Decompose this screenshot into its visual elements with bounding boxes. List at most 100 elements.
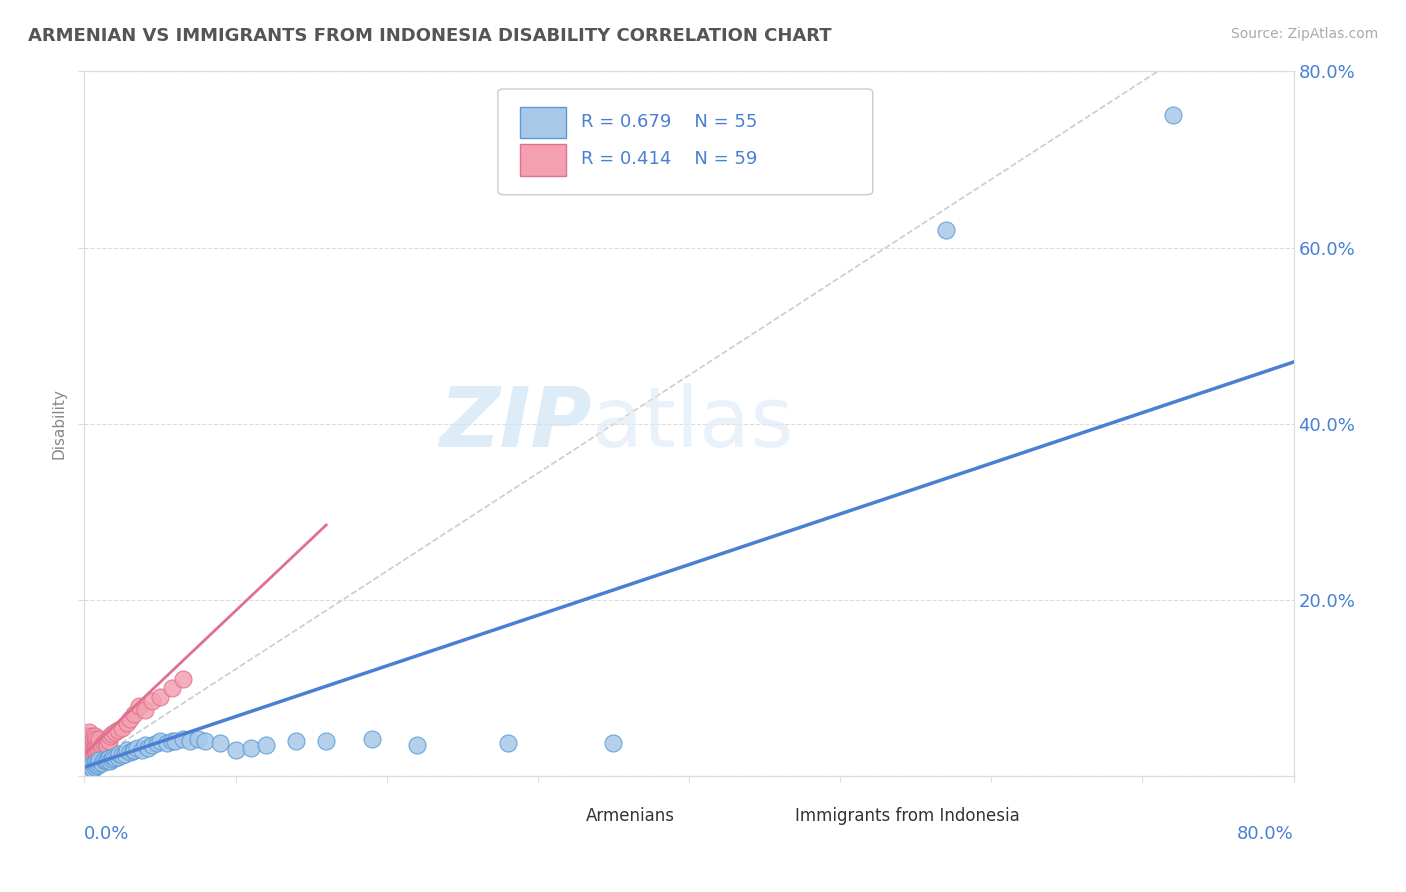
Point (114, 747, 136, 761)
Point (315, 733, 337, 747)
Point (149, 733, 172, 747)
Point (89, 732, 111, 747)
Point (79, 744, 101, 758)
Point (93, 753, 115, 767)
Point (149, 690, 172, 704)
Y-axis label: Disability: Disability (52, 388, 67, 459)
Point (172, 672, 194, 686)
Point (108, 747, 131, 761)
Point (76, 733, 98, 747)
Point (86, 744, 108, 758)
Point (98, 754, 121, 768)
Point (77, 751, 100, 765)
Text: 0.0%: 0.0% (84, 825, 129, 843)
Point (118, 745, 141, 759)
Point (136, 740, 159, 755)
Point (100, 752, 122, 766)
Point (107, 749, 129, 764)
Point (111, 721, 134, 735)
Text: Armenians: Armenians (586, 806, 675, 824)
Text: R = 0.679    N = 55: R = 0.679 N = 55 (581, 113, 758, 131)
Point (107, 723, 129, 738)
Point (94, 733, 117, 747)
Point (82, 747, 104, 761)
Point (80, 749, 103, 764)
Point (141, 738, 163, 752)
Point (77, 738, 100, 752)
Point (75, 738, 97, 752)
Point (80, 744, 103, 758)
Point (84, 756, 107, 770)
Point (160, 681, 183, 695)
Text: 80.0%: 80.0% (1237, 825, 1294, 843)
Text: ARMENIAN VS IMMIGRANTS FROM INDONESIA DISABILITY CORRELATION CHART: ARMENIAN VS IMMIGRANTS FROM INDONESIA DI… (28, 27, 832, 45)
Point (194, 733, 217, 747)
Point (128, 698, 150, 713)
Point (146, 735, 169, 749)
Point (122, 707, 145, 722)
FancyBboxPatch shape (520, 144, 565, 176)
Point (285, 733, 308, 747)
Point (86, 738, 108, 752)
Point (602, 735, 624, 749)
Point (115, 716, 138, 731)
Point (118, 712, 141, 726)
Point (76, 730, 98, 744)
Point (134, 703, 156, 717)
Point (127, 740, 149, 755)
Point (79, 751, 101, 765)
Point (75, 742, 97, 756)
Text: atlas: atlas (592, 384, 794, 464)
Point (77, 742, 100, 756)
Point (98, 730, 121, 744)
Point (86, 732, 108, 747)
Point (80, 760, 103, 774)
Point (97, 751, 120, 765)
FancyBboxPatch shape (755, 802, 789, 829)
Point (84, 744, 107, 758)
Point (82, 732, 104, 747)
Text: Immigrants from Indonesia: Immigrants from Indonesia (796, 806, 1021, 824)
Point (111, 747, 134, 762)
Text: Source: ZipAtlas.com: Source: ZipAtlas.com (1230, 27, 1378, 41)
Point (100, 727, 122, 741)
Point (77, 725, 100, 739)
Point (115, 742, 138, 756)
Point (79, 764, 101, 778)
Point (86, 757, 108, 772)
Point (131, 742, 153, 756)
Point (87, 758, 110, 772)
Point (96, 753, 118, 767)
Point (79, 735, 101, 749)
Text: R = 0.414    N = 59: R = 0.414 N = 59 (581, 151, 758, 169)
Point (209, 735, 232, 749)
Point (225, 742, 247, 756)
FancyBboxPatch shape (520, 106, 565, 138)
Text: ZIP: ZIP (440, 384, 592, 464)
Point (187, 732, 209, 747)
Point (121, 744, 143, 758)
Point (254, 738, 277, 752)
Point (77, 762, 100, 776)
Point (496, 735, 519, 749)
Point (91, 738, 114, 752)
Point (122, 742, 145, 756)
Point (239, 740, 262, 755)
Point (75, 730, 97, 744)
Point (91, 756, 114, 770)
Point (134, 738, 156, 752)
Point (101, 749, 124, 764)
Point (80, 735, 103, 749)
Point (82, 762, 104, 776)
Point (87, 735, 110, 749)
Point (76, 764, 98, 779)
Point (79, 747, 101, 761)
FancyBboxPatch shape (547, 802, 581, 829)
Point (76, 747, 98, 761)
Point (1161, 108, 1184, 122)
Point (89, 753, 111, 767)
Point (172, 732, 194, 747)
Point (93, 735, 115, 749)
Point (89, 742, 111, 756)
Point (84, 740, 107, 755)
